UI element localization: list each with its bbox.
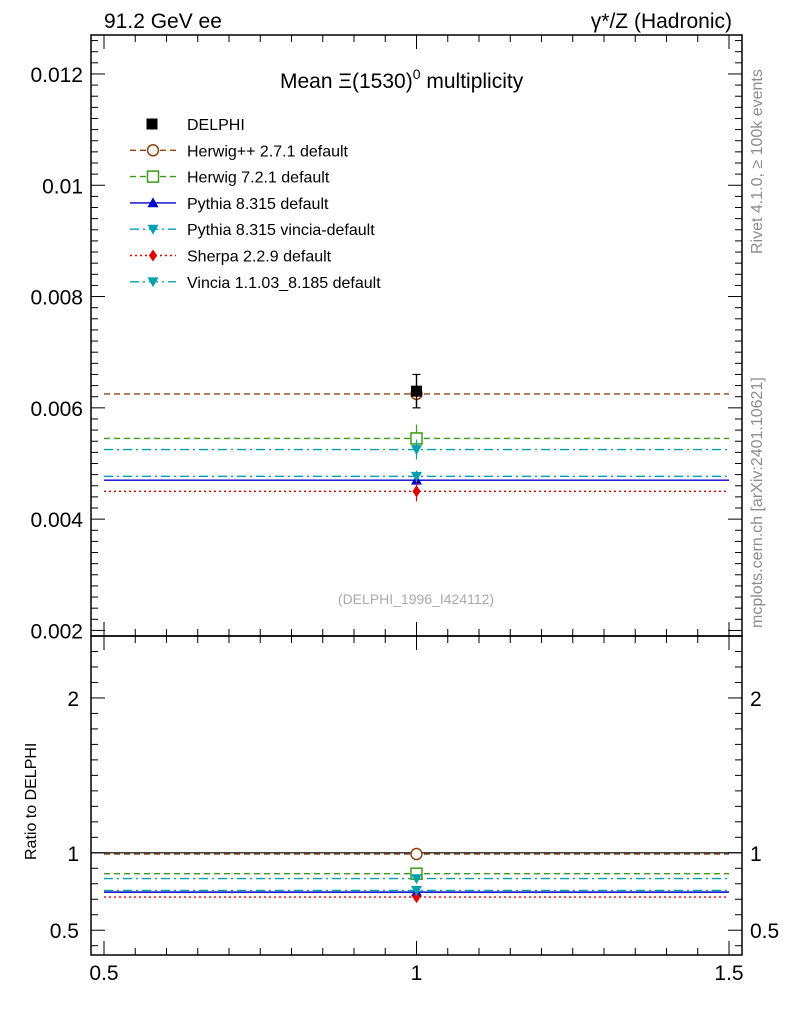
- ratio-series-marker-4: [412, 890, 421, 904]
- legend-entry-0: Herwig++ 2.7.1 default: [130, 143, 349, 160]
- rivet-label: Rivet 4.1.0, ≥ 100k events: [749, 69, 766, 254]
- main-y-tick-label: 0.002: [30, 620, 83, 643]
- main-y-tick-label: 0.012: [30, 64, 83, 87]
- legend-entry-4: Sherpa 2.2.9 default: [130, 249, 332, 266]
- ratio-y-tick-label: 2: [67, 688, 79, 711]
- main-y-tick-label: 0.01: [42, 175, 83, 198]
- main-series-marker-4: [412, 485, 421, 498]
- main-y-tick-label: 0.004: [30, 509, 83, 532]
- mcplots-label: mcplots.cern.ch [arXiv:2401.10621]: [749, 377, 766, 628]
- legend-entry-5: Vincia 1.1.03_8.185 default: [130, 275, 381, 292]
- x-tick-label: 0.5: [89, 962, 118, 985]
- legend-label-1: Herwig 7.2.1 default: [187, 170, 330, 187]
- main-y-tick-label: 0.006: [30, 398, 83, 421]
- main-series-marker-5: [411, 471, 422, 482]
- analysis-watermark: (DELPHI_1996_I424112): [338, 591, 494, 607]
- main-y-tick-label: 0.008: [30, 287, 83, 310]
- ratio-y-tick-label-right: 2: [750, 688, 762, 711]
- x-tick-label: 1.5: [714, 962, 743, 985]
- ratio-y-tick-label-right: 1: [750, 843, 762, 866]
- legend-label-data: DELPHI: [187, 117, 245, 134]
- main-series-marker-3: [411, 445, 422, 456]
- chart-title-main: Mean Ξ(1530): [280, 70, 413, 93]
- ratio-frame: [90, 635, 743, 956]
- legend-label-3: Pythia 8.315 vincia-default: [187, 222, 375, 239]
- energy-label: 91.2 GeV ee: [104, 10, 222, 33]
- chart-title-sup: 0: [413, 66, 421, 82]
- legend-entry-3: Pythia 8.315 vincia-default: [130, 222, 375, 239]
- legend: DELPHI Herwig++ 2.7.1 default Herwig 7.2.1…: [130, 117, 381, 292]
- ratio-series-markers: [410, 847, 423, 904]
- legend-marker-3: [147, 224, 159, 235]
- chart-title-rest: multiplicity: [421, 70, 524, 93]
- legend-marker-data: [146, 118, 158, 130]
- legend-marker-1: [146, 170, 160, 183]
- x-tick-label: 1: [411, 962, 423, 985]
- ratio-y-tick-label: 1: [67, 843, 79, 866]
- legend-label-2: Pythia 8.315 default: [187, 196, 329, 213]
- legend-marker-2: [147, 197, 159, 208]
- ratio-series-marker-0: [410, 847, 423, 861]
- ratio-series-marker-5: [411, 886, 422, 896]
- legend-label-4: Sherpa 2.2.9 default: [187, 249, 332, 266]
- process-label: γ*/Z (Hadronic): [591, 10, 732, 33]
- chart-title: Mean Ξ(1530)0 multiplicity: [280, 66, 524, 93]
- legend-label-5: Vincia 1.1.03_8.185 default: [187, 275, 381, 292]
- main-series-markers: [410, 373, 423, 502]
- ratio-ylabel: Ratio to DELPHI: [23, 743, 40, 860]
- legend-label-0: Herwig++ 2.7.1 default: [187, 143, 349, 160]
- legend-marker-5: [147, 277, 159, 288]
- ratio-series-marker-3: [411, 874, 422, 885]
- ratio-y-tick-label-right: 0.5: [750, 920, 779, 943]
- legend-entry-data: DELPHI: [146, 117, 245, 134]
- ratio-y-tick-label: 0.5: [50, 920, 79, 943]
- data-marker: [411, 385, 422, 397]
- legend-marker-0: [146, 144, 160, 157]
- legend-marker-4: [148, 249, 158, 262]
- legend-entry-1: Herwig 7.2.1 default: [130, 170, 330, 187]
- legend-entry-2: Pythia 8.315 default: [130, 196, 329, 213]
- axes: 0.5 1 1.5 0.002 0.004 0.006 0.008 0.01 0.012 0.5 0…: [30, 34, 779, 985]
